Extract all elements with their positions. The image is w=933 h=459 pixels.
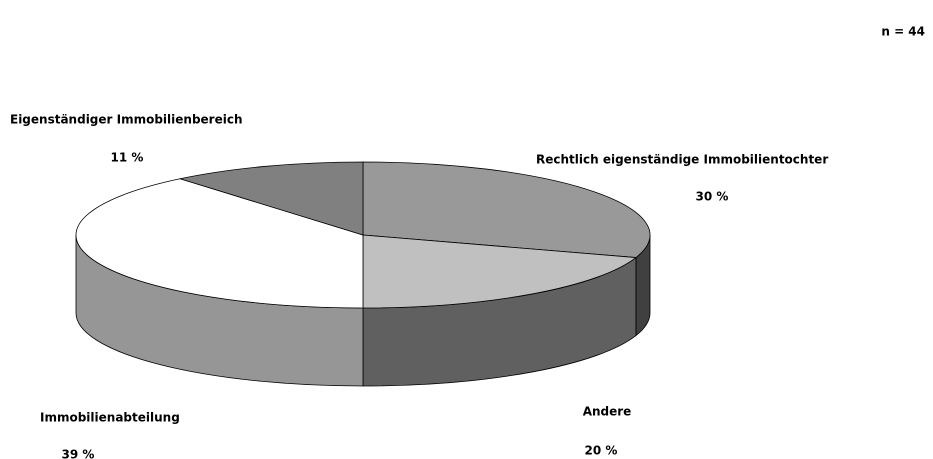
- pie-slice: [75, 178, 364, 309]
- value-label: 20 %: [585, 444, 618, 458]
- annotation: n = 44: [881, 25, 925, 39]
- slice-label: Andere: [583, 405, 632, 419]
- slice-label: Immobilienabteilung: [40, 411, 180, 425]
- slice-label: Eigenständiger Immobilienbereich: [10, 113, 243, 127]
- pie-slice: [178, 161, 364, 236]
- value-label: 11 %: [111, 151, 144, 165]
- slice-label: Rechtlich eigenständige Immobilientochte…: [536, 153, 828, 167]
- pie-slice: [362, 161, 651, 258]
- value-label: 30 %: [696, 190, 729, 204]
- pie-slice: [362, 234, 638, 309]
- value-label: 39 %: [62, 448, 95, 459]
